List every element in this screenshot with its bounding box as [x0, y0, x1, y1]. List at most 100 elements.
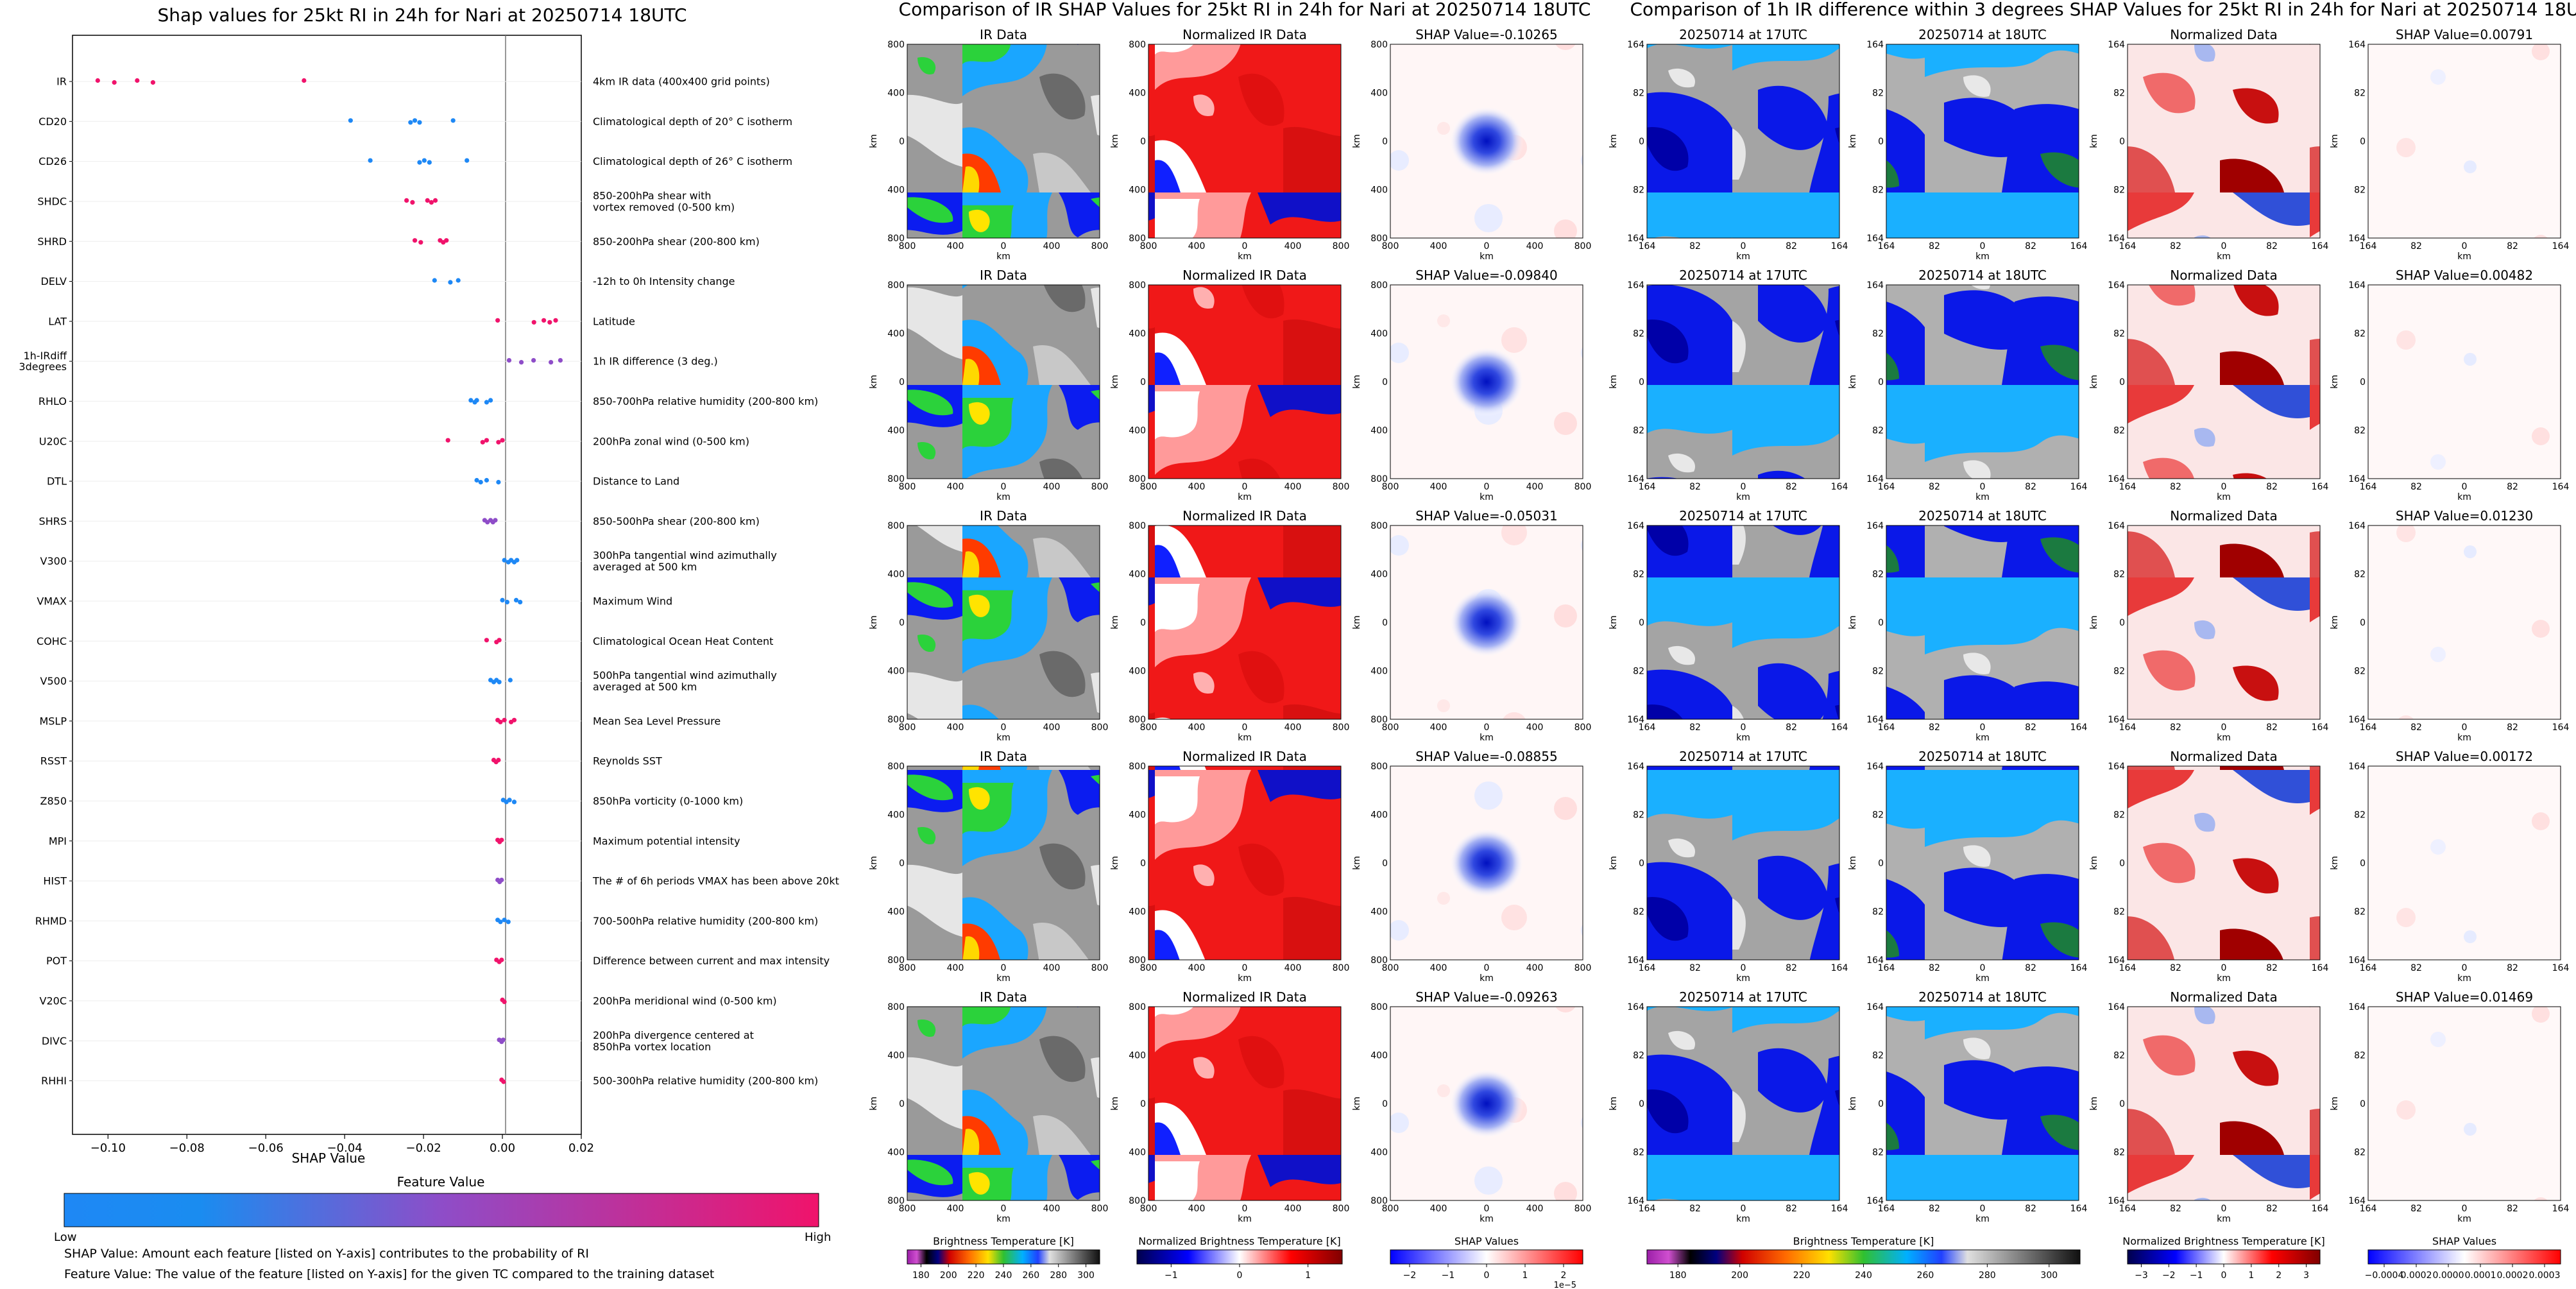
panel-title: 20250714 at 17UTC [1679, 508, 1807, 524]
x-tick-label: 800 [1382, 722, 1399, 733]
y-tick-label: 164 [2348, 955, 2366, 966]
x-tick-label: 164 [1831, 482, 1848, 492]
y-tick-label: 164 [1866, 280, 1884, 291]
image-panel: 20250714 at 17UTC1641648282008282164164k… [1608, 508, 1848, 743]
y-tick-label: 0 [1140, 137, 1146, 147]
panel-image [1148, 284, 1342, 479]
panel-image [2367, 765, 2561, 960]
y-axis-label: km [2089, 134, 2099, 148]
shap-point [444, 238, 449, 243]
panel-title: Normalized IR Data [1182, 749, 1307, 764]
shap-center-blob [1449, 347, 1524, 416]
shap-point [478, 479, 483, 485]
colorbar-low-label: Low [54, 1231, 76, 1244]
y-tick-label: 800 [1370, 715, 1388, 725]
colorbar-gradient [1136, 1249, 1343, 1265]
ir-panel-grid: IR Data80080040040000400400800800kmkmNor… [869, 27, 1591, 1224]
colorbar-tick-label: 200 [940, 1270, 957, 1281]
y-tick-label: 800 [887, 521, 905, 531]
y-tick-label: 164 [2348, 234, 2366, 244]
image-panel: Normalized IR Data8008004004000040040080… [1110, 989, 1349, 1224]
colorbar-tick-label: 0 [2221, 1270, 2227, 1281]
x-tick-label: 400 [947, 482, 964, 492]
x-tick-label: 164 [2119, 963, 2137, 973]
x-tick-label: 164 [1639, 722, 1656, 733]
x-tick-label: 164 [1878, 963, 1895, 973]
shap-point [465, 158, 470, 163]
x-tick-label: 82 [2266, 722, 2278, 733]
x-tick-label: 82 [1786, 722, 1797, 733]
x-tick-label: 0 [1001, 722, 1007, 733]
x-axis-label: km [1238, 252, 1252, 262]
x-tick-label: 82 [2025, 1204, 2036, 1214]
y-tick-label: 400 [1370, 185, 1388, 196]
x-tick-label: 800 [1574, 722, 1592, 733]
x-tick-label: 0 [1741, 482, 1746, 492]
x-tick-label: 400 [1284, 241, 1302, 252]
shap-point [404, 198, 409, 203]
y-tick-label: 82 [2354, 810, 2366, 821]
x-tick-label: 164 [2119, 1204, 2137, 1214]
x-tick-label: 164 [1831, 722, 1848, 733]
shap-row: U20C 200hPa zonal wind (0-500 km) [39, 435, 749, 447]
x-tick-label: 164 [1639, 482, 1656, 492]
y-tick-label: 0 [1639, 137, 1644, 147]
colorbar-tick-label: −1 [1164, 1270, 1178, 1281]
image-panel: SHAP Value=-0.10265800800400400004004008… [1352, 27, 1591, 262]
y-tick-label: 164 [2108, 280, 2125, 291]
y-tick-label: 0 [1639, 377, 1644, 388]
colorbar-gradient [1646, 1249, 2081, 1265]
x-tick-label: 82 [2410, 482, 2422, 492]
feature-description-label: Mean Sea Level Pressure [593, 715, 721, 727]
x-tick-label: 164 [2070, 963, 2088, 973]
x-tick-label: 0 [1001, 241, 1007, 252]
panel-title: Normalized IR Data [1182, 508, 1307, 524]
image-panel: 20250714 at 17UTC1641648282008282164164k… [1608, 268, 1848, 502]
y-tick-label: 800 [1370, 955, 1388, 966]
y-tick-label: 800 [887, 762, 905, 772]
ir-section-title: Comparison of IR SHAP Values for 25kt RI… [899, 0, 1591, 20]
y-tick-label: 0 [1382, 618, 1388, 628]
x-axis-label: km [996, 492, 1011, 502]
panel-title: IR Data [980, 27, 1027, 42]
x-tick-label: 164 [2312, 963, 2329, 973]
x-axis-label: km [1736, 492, 1750, 502]
x-tick-label: 0 [2462, 482, 2468, 492]
shap-point [502, 558, 507, 563]
x-tick-label: 0 [1741, 1204, 1746, 1214]
x-tick-label: 0 [1484, 722, 1490, 733]
shap-point [531, 320, 536, 325]
colorbar-label: Normalized Brightness Temperature [K] [1138, 1235, 1341, 1247]
x-tick-label: 800 [1140, 482, 1157, 492]
x-tick-label: 400 [1188, 482, 1206, 492]
panel-title: IR Data [980, 749, 1027, 764]
caption-shap-value: SHAP Value: Amount each feature [listed … [64, 1247, 589, 1261]
panel-image [2367, 44, 2561, 239]
y-tick-label: 400 [887, 667, 905, 677]
panel-image [1886, 525, 2079, 720]
x-axis-label: km [1736, 252, 1750, 262]
shap-center-blob [1449, 107, 1524, 176]
y-tick-label: 800 [1129, 521, 1146, 531]
y-tick-label: 400 [1370, 329, 1388, 339]
y-tick-label: 164 [1627, 280, 1644, 291]
shap-point [95, 78, 100, 83]
image-panel: Normalized Data1641648282008282164164kmk… [2089, 749, 2328, 984]
x-tick-label: 400 [1430, 963, 1447, 973]
y-tick-label: 82 [2354, 1148, 2366, 1158]
x-tick-label: 400 [1284, 963, 1302, 973]
colorbar-tick-label: 0.0002 [2497, 1270, 2529, 1281]
shap-point [506, 919, 511, 925]
y-tick-label: 164 [1866, 762, 1884, 772]
shap-row: CD20 Climatological depth of 20° C isothe… [38, 115, 792, 128]
feature-description-label: Difference between current and max inten… [593, 955, 830, 967]
y-tick-label: 82 [1872, 907, 1884, 918]
y-tick-label: 800 [1129, 280, 1146, 291]
y-tick-label: 82 [1872, 570, 1884, 580]
shap-point [499, 837, 504, 842]
x-axis-label: km [1480, 252, 1494, 262]
x-axis-label: km [2217, 492, 2231, 502]
y-tick-label: 164 [1866, 1002, 1884, 1012]
x-tick-label: 400 [1526, 1204, 1544, 1214]
panel-image [1886, 284, 2079, 479]
